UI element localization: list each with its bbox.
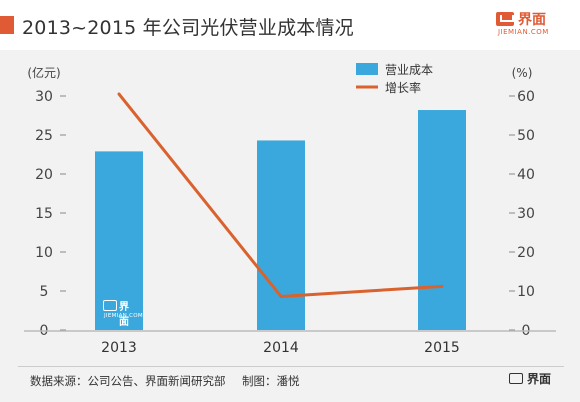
x-tick-label: 2014 <box>263 340 299 356</box>
watermark-name-cn: 界面 <box>119 302 129 328</box>
growth-rate-point-2014 <box>279 294 283 298</box>
y-right-tick-label: 10 <box>517 284 535 300</box>
watermark-name-en: JIEMIAN.COM <box>104 313 143 319</box>
legend-swatch-cost <box>356 63 378 75</box>
footer-logo-icon <box>509 373 523 384</box>
y-right-tick-label: 60 <box>517 89 535 105</box>
footer-logo: 界面 <box>509 371 565 389</box>
header: 2013~2015 年公司光伏营业成本情况 界面 JIEMIAN.COM <box>0 0 580 50</box>
y-right-tick-label: 40 <box>517 167 535 183</box>
bar-2014 <box>257 140 305 330</box>
legend-label-cost: 营业成本 <box>385 63 433 77</box>
title-accent-bar <box>0 16 14 34</box>
y-right-tick-label: 30 <box>517 206 535 222</box>
y-right-tick-label: 50 <box>517 128 535 144</box>
bar-2015 <box>418 110 466 330</box>
x-tick-label: 2013 <box>101 340 137 356</box>
growth-rate-point-2015 <box>440 284 444 288</box>
y-right-tick-label: 20 <box>517 245 535 261</box>
watermark-logo: 界面 JIEMIAN.COM <box>103 300 143 328</box>
y-left-tick-label: 30 <box>35 89 53 105</box>
y-left-tick-label: 15 <box>35 206 53 222</box>
y-left-tick-label: 10 <box>35 245 53 261</box>
footer-divider <box>18 366 564 367</box>
footer-logo-name: 界面 <box>527 372 552 386</box>
watermark-logo-icon <box>103 300 117 311</box>
y-left-unit: (亿元) <box>27 65 60 80</box>
brand-name-cn: 界面 <box>518 12 546 28</box>
y-right-unit: (%) <box>512 66 533 80</box>
y-left-tick-label: 20 <box>35 167 53 183</box>
growth-rate-point-2013 <box>117 92 121 96</box>
chart-title: 2013~2015 年公司光伏营业成本情况 <box>22 17 354 39</box>
y-left-tick-label: 25 <box>35 128 53 144</box>
legend-label-growth: 增长率 <box>385 80 421 95</box>
chart-credit: 制图：潘悦 <box>242 374 300 388</box>
x-tick-label: 2015 <box>424 340 460 356</box>
data-source: 数据来源：公司公告、界面新闻研究部 <box>30 374 226 388</box>
brand-name-en: JIEMIAN.COM <box>498 28 549 36</box>
brand-logo: 界面 JIEMIAN.COM <box>496 12 562 40</box>
y-left-tick-label: 5 <box>40 284 49 300</box>
jiemian-logo-icon <box>496 12 514 26</box>
